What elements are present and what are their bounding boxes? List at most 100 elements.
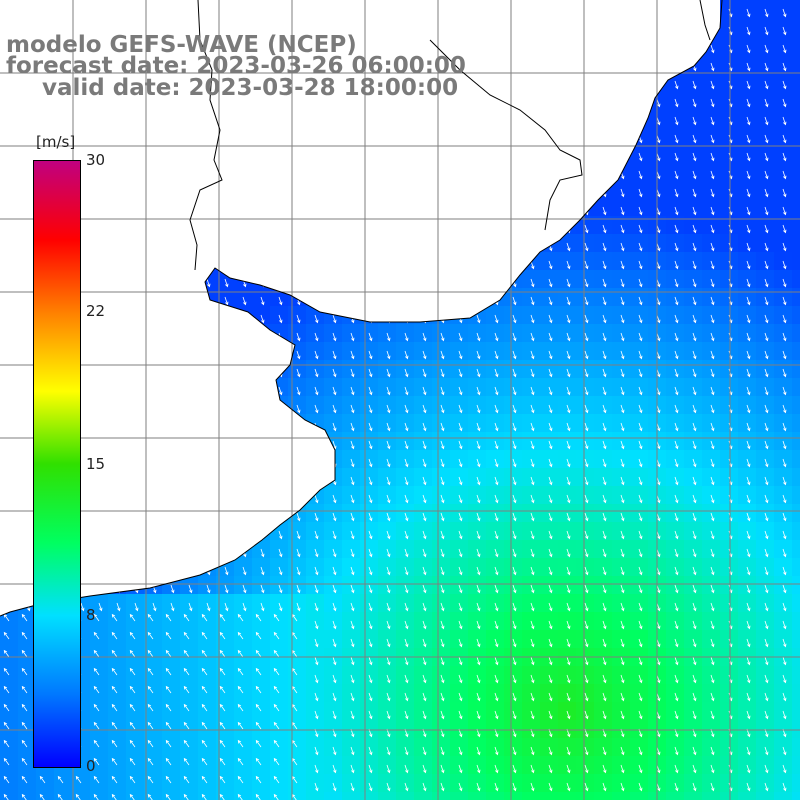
wind-arrow <box>368 458 373 468</box>
wind-cell <box>72 792 90 800</box>
wind-arrow <box>584 656 589 666</box>
wind-arrow <box>458 422 463 432</box>
wind-arrow <box>674 134 679 144</box>
wind-arrow <box>314 620 319 630</box>
wind-arrow <box>782 476 787 486</box>
wind-arrow <box>201 631 208 640</box>
wind-cell <box>108 792 126 800</box>
wind-arrow <box>638 710 643 720</box>
wind-arrow <box>548 656 553 666</box>
wind-arrow <box>584 602 589 612</box>
wind-arrow <box>314 710 319 720</box>
wind-arrow <box>21 667 28 676</box>
wind-arrow <box>404 386 409 396</box>
wind-arrow <box>368 368 373 378</box>
wind-arrow <box>332 656 337 666</box>
wind-arrow <box>314 386 319 396</box>
wind-arrow <box>710 296 715 306</box>
wind-arrow <box>746 692 751 702</box>
wind-arrow <box>111 613 118 622</box>
wind-arrow <box>422 656 427 666</box>
wind-arrow <box>674 314 679 324</box>
wind-cell <box>216 792 234 800</box>
wind-arrow <box>746 332 751 342</box>
wind-arrow <box>3 721 10 730</box>
wind-arrow <box>764 782 769 792</box>
wind-arrow <box>746 584 751 594</box>
wind-arrow <box>404 602 409 612</box>
wind-arrow <box>746 260 751 270</box>
wind-arrow <box>638 422 643 432</box>
wind-arrow <box>332 512 337 522</box>
wind-arrow <box>764 62 769 72</box>
wind-arrow <box>746 620 751 630</box>
wind-arrow <box>494 746 499 756</box>
wind-arrow <box>710 602 715 612</box>
wind-arrow <box>512 314 517 324</box>
wind-arrow <box>80 602 85 612</box>
wind-arrow <box>93 649 100 658</box>
wind-arrow <box>350 548 355 558</box>
wind-arrow <box>147 739 154 748</box>
wind-arrow <box>165 775 172 784</box>
wind-arrow <box>782 404 787 414</box>
wind-arrow <box>566 440 571 450</box>
wind-arrow <box>530 620 535 630</box>
wind-arrow <box>710 368 715 378</box>
wind-arrow <box>273 631 280 640</box>
wind-arrow <box>386 350 391 360</box>
wind-cell <box>324 792 342 800</box>
wind-arrow <box>404 566 409 576</box>
wind-arrow <box>183 649 190 658</box>
wind-arrow <box>530 530 535 540</box>
wind-arrow <box>494 314 499 324</box>
wind-arrow <box>314 782 319 792</box>
wind-arrow <box>782 782 787 792</box>
wind-arrow <box>368 674 373 684</box>
wind-arrow <box>530 674 535 684</box>
wind-arrow <box>602 638 607 648</box>
wind-arrow <box>458 746 463 756</box>
wind-arrow <box>548 512 553 522</box>
wind-arrow <box>764 494 769 504</box>
wind-arrow <box>512 764 517 774</box>
wind-arrow <box>219 739 226 748</box>
wind-arrow <box>548 602 553 612</box>
wind-arrow <box>692 548 697 558</box>
wind-arrow <box>494 440 499 450</box>
wind-arrow <box>566 476 571 486</box>
wind-arrow <box>368 476 373 486</box>
wind-arrow <box>620 260 625 270</box>
wind-arrow <box>566 674 571 684</box>
wind-arrow <box>404 350 409 360</box>
wind-arrow <box>350 620 355 630</box>
wind-arrow <box>782 656 787 666</box>
wind-arrow <box>404 404 409 414</box>
wind-arrow <box>278 314 283 324</box>
wind-arrow <box>638 368 643 378</box>
wind-arrow <box>332 638 337 648</box>
wind-arrow <box>116 602 121 612</box>
wind-arrow <box>350 638 355 648</box>
wind-arrow <box>710 440 715 450</box>
wind-arrow <box>494 530 499 540</box>
wind-arrow <box>494 458 499 468</box>
wind-arrow <box>350 566 355 576</box>
wind-arrow <box>458 350 463 360</box>
wind-arrow <box>332 782 337 792</box>
wind-arrow <box>620 458 625 468</box>
wind-cell <box>792 414 800 432</box>
wind-arrow <box>278 602 283 612</box>
wind-arrow <box>548 386 553 396</box>
wind-cell <box>792 18 800 36</box>
wind-arrow <box>620 332 625 342</box>
wind-arrow <box>746 638 751 648</box>
wind-arrow <box>273 739 280 748</box>
wind-arrow <box>165 757 172 766</box>
wind-arrow <box>764 8 769 18</box>
wind-arrow <box>440 368 445 378</box>
wind-arrow <box>314 602 319 612</box>
wind-arrow <box>548 350 553 360</box>
wind-cell <box>792 756 800 774</box>
wind-arrow <box>332 584 337 594</box>
